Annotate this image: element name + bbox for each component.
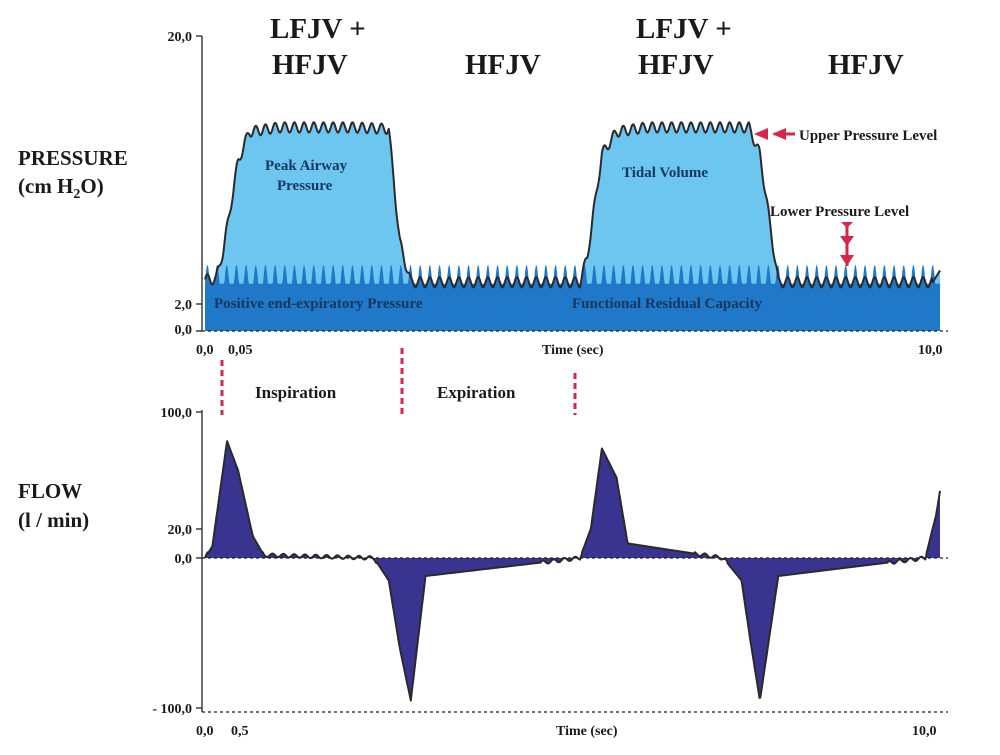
pressure-ytick-label-2: 2,0 <box>175 298 193 313</box>
pressure-ytick-label-20: 20,0 <box>168 30 193 45</box>
inspiratory-flow-area <box>205 441 940 558</box>
header-group: LFJV + HFJV HFJV LFJV + HFJV HFJV <box>270 13 904 81</box>
flow-xtick-label-10: 10,0 <box>912 724 937 739</box>
pressure-xlabel: Time (sec) <box>542 343 604 358</box>
header-lfjv-hfjv-2a: LFJV + <box>636 13 732 45</box>
phase-markers: Inspiration Expiration <box>220 348 577 415</box>
peak-pressure-area <box>205 122 940 331</box>
flow-ytick-label-0: 0,0 <box>175 552 193 567</box>
flow-ytick-label-100: 100,0 <box>161 406 193 421</box>
flow-panel: FLOW (l / min) 100,0 20,0 0,0 - 100,0 0,… <box>18 406 948 739</box>
pressure-xtick-label-10: 10,0 <box>918 343 943 358</box>
peep-area <box>205 264 940 331</box>
header-lfjv-hfjv-1a: LFJV + <box>270 13 366 45</box>
peep-label: Positive end-expiratory Pressure <box>214 296 423 312</box>
pressure-xtick-label-0: 0,0 <box>196 343 214 358</box>
expiratory-flow-area <box>205 558 940 701</box>
upper-pressure-level-label: Upper Pressure Level <box>799 128 937 144</box>
tidal-volume-label: Tidal Volume <box>622 165 708 181</box>
flow-ytick-label-20: 20,0 <box>168 523 193 538</box>
peak-airway-label-1: Peak Airway <box>265 158 348 174</box>
header-lfjv-hfjv-2b: HFJV <box>638 49 714 81</box>
flow-xtick-label-05: 0,5 <box>231 724 249 739</box>
pressure-trace <box>204 121 941 289</box>
lower-pressure-level-label: Lower Pressure Level <box>770 204 909 220</box>
pressure-panel: PRESSURE (cm H2O) 20,0 2,0 0,0 0,0 0,05 … <box>18 30 948 358</box>
flow-xtick-label-0: 0,0 <box>196 724 214 739</box>
pressure-xtick-label-005: 0,05 <box>228 343 253 358</box>
inspiration-label: Inspiration <box>255 383 337 402</box>
pressure-ylabel-unit: (cm H2O) <box>18 174 104 202</box>
flow-trace <box>204 440 941 702</box>
header-hfjv-1: HFJV <box>465 49 541 81</box>
flow-ytick-label-neg100: - 100,0 <box>152 702 192 717</box>
pressure-ytick-label-0: 0,0 <box>175 323 193 338</box>
expiration-label: Expiration <box>437 383 516 402</box>
flow-ylabel-unit: (l / min) <box>18 508 89 532</box>
frc-label: Functional Residual Capacity <box>572 296 763 312</box>
flow-xlabel: Time (sec) <box>556 724 618 739</box>
header-lfjv-hfjv-1b: HFJV <box>272 49 348 81</box>
pressure-ylabel: PRESSURE <box>18 146 128 170</box>
lower-level-arrow-icon <box>840 222 854 266</box>
peak-airway-label-2: Pressure <box>277 178 333 194</box>
upper-level-arrow-icon <box>754 128 795 140</box>
header-hfjv-2: HFJV <box>828 49 904 81</box>
flow-ylabel: FLOW <box>18 479 82 503</box>
